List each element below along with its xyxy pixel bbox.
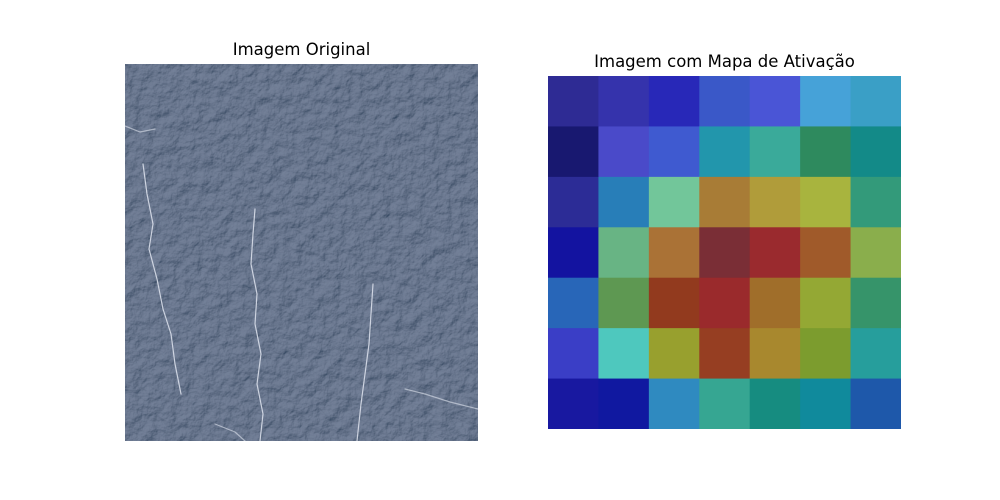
heatmap-cell (749, 126, 801, 178)
activation-map-title: Imagem com Mapa de Ativação (594, 52, 855, 71)
crack-line (404, 388, 478, 410)
heatmap-cell (800, 378, 852, 429)
heatmap-cell (850, 227, 901, 279)
heatmap-cell (548, 328, 599, 380)
heatmap-cell (598, 176, 650, 228)
heatmap-cell (648, 227, 700, 279)
heatmap-cell (749, 227, 801, 279)
heatmap-cell (548, 227, 599, 279)
heatmap-cell (749, 76, 801, 127)
heatmap-cell (699, 176, 751, 228)
heatmap-cell (598, 227, 650, 279)
heatmap-cell (800, 328, 852, 380)
heatmap-cell (548, 126, 599, 178)
heatmap-cell (850, 176, 901, 228)
heatmap-cell (749, 277, 801, 329)
heatmap-cell (850, 76, 901, 127)
heatmap-cell (548, 176, 599, 228)
heatmap-cell (598, 378, 650, 429)
heatmap-cell (800, 277, 852, 329)
heatmap-cell (548, 378, 599, 429)
heatmap-cell (850, 378, 901, 429)
heatmap-cell (648, 328, 700, 380)
heatmap-cell (850, 126, 901, 178)
heatmap-cell (699, 126, 751, 178)
heatmap-cell (749, 328, 801, 380)
heatmap-cell (749, 176, 801, 228)
heatmap-cell (598, 277, 650, 329)
heatmap-cell (749, 378, 801, 429)
heatmap-cell (699, 76, 751, 127)
heatmap-cell (850, 277, 901, 329)
crack-line (125, 125, 156, 133)
heatmap-cell (598, 76, 650, 127)
heatmap-cell (699, 227, 751, 279)
heatmap-cell (648, 277, 700, 329)
original-texture-image (125, 64, 478, 441)
texture-noise (125, 64, 478, 441)
heatmap-cell (598, 328, 650, 380)
heatmap-cell (699, 328, 751, 380)
heatmap-cell (699, 277, 751, 329)
heatmap-cell (598, 126, 650, 178)
heatmap-cell (800, 76, 852, 127)
heatmap-cell (548, 76, 599, 127)
activation-heatmap (548, 76, 901, 429)
heatmap-cell (800, 227, 852, 279)
crack-line (214, 423, 246, 441)
heatmap-cell (800, 126, 852, 178)
heatmap-cell (648, 176, 700, 228)
crack-line (356, 283, 374, 441)
heatmap-cell (648, 126, 700, 178)
original-image-title: Imagem Original (232, 40, 371, 59)
heatmap-cell (850, 328, 901, 380)
heatmap-cell (800, 176, 852, 228)
heatmap-cell (648, 378, 700, 429)
heatmap-cell (699, 378, 751, 429)
crack-line (250, 208, 264, 441)
cracks (125, 125, 478, 441)
crack-line (142, 163, 182, 395)
heatmap-cell (548, 277, 599, 329)
heatmap-cell (648, 76, 700, 127)
